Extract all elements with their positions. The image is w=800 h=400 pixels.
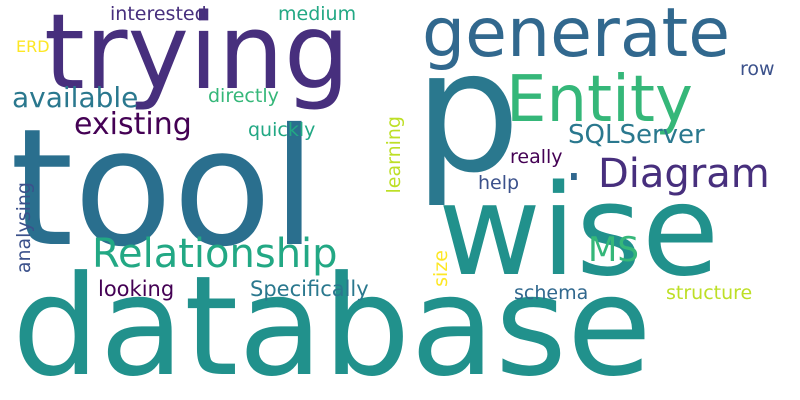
word-database: database: [12, 246, 652, 400]
word-directly: directly: [208, 85, 279, 107]
word-really: really: [510, 146, 563, 168]
word-quickly: quickly: [248, 119, 316, 141]
word-trying: trying: [44, 0, 350, 113]
word-schema: schema: [514, 282, 589, 304]
word-help: help: [478, 172, 520, 194]
word-sqlserver: SQLServer: [568, 120, 705, 150]
word-row: row: [740, 58, 775, 80]
word-relationship: Relationship: [92, 231, 338, 277]
word-size: size: [430, 250, 452, 287]
word-structure: structure: [666, 282, 753, 304]
word-analysing: analysing: [13, 182, 35, 274]
word-specifically: Specifically: [250, 277, 369, 301]
word-medium: medium: [278, 3, 357, 25]
word-interested: interested: [110, 3, 207, 25]
word-erd: ERD: [16, 37, 50, 56]
word-learning: learning: [383, 116, 405, 194]
word-p: p: [414, 14, 521, 210]
word-generate: generate: [422, 0, 731, 73]
word-ms: MS: [588, 230, 639, 270]
word-wise: wise: [438, 157, 720, 304]
word-looking: looking: [98, 277, 175, 301]
word-existing: existing: [74, 107, 192, 142]
word-diagram: Diagram: [598, 151, 770, 197]
word-dot: .: [565, 129, 583, 194]
word-available: available: [12, 81, 139, 114]
word-tool: tool: [10, 95, 317, 283]
word-entity: Entity: [506, 63, 693, 137]
